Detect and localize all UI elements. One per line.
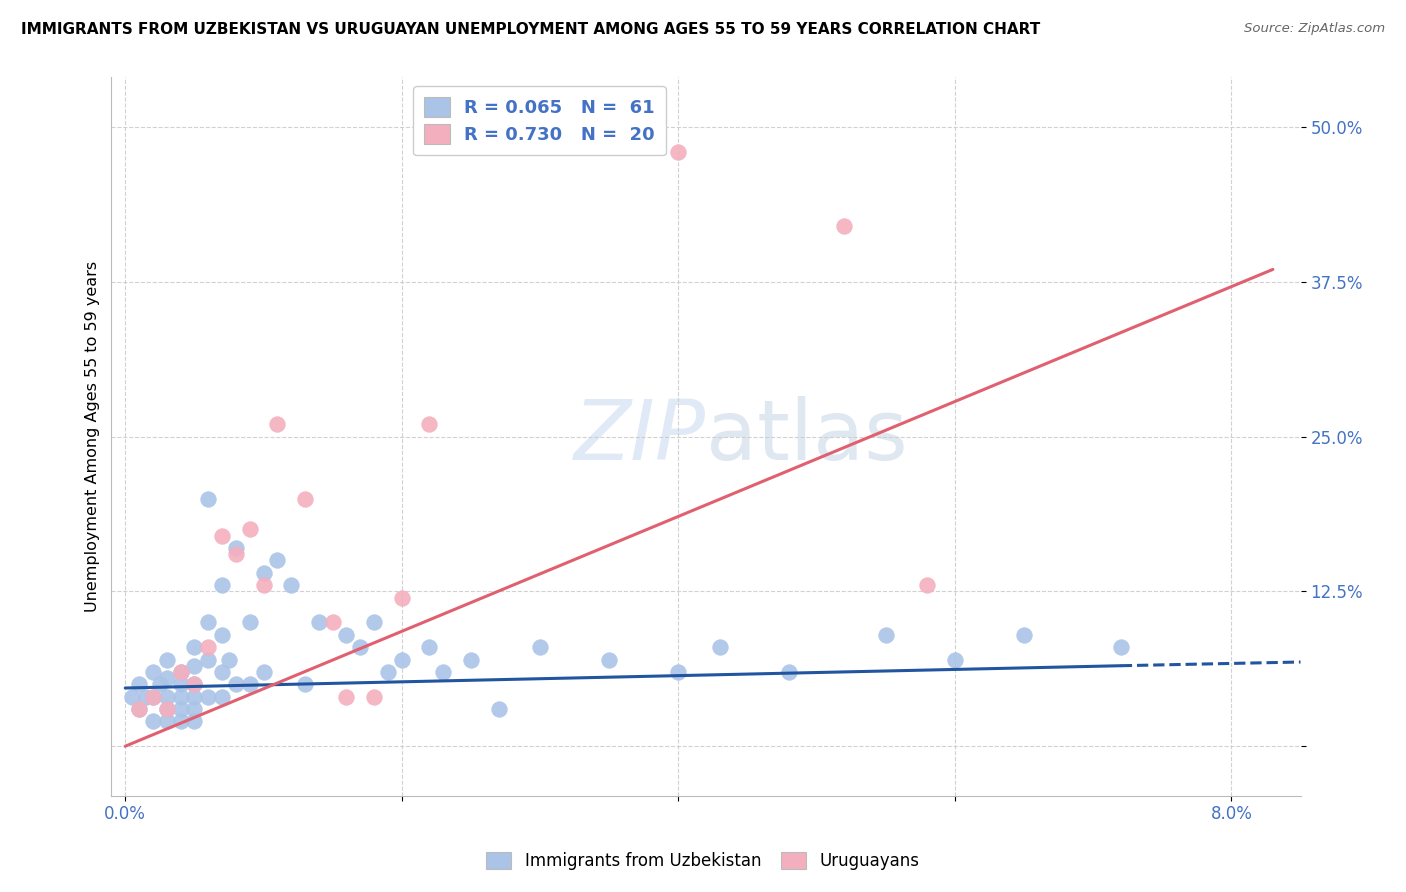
- Point: [252, 578, 274, 592]
- Point: [211, 628, 233, 642]
- Point: [156, 702, 179, 716]
- Point: [875, 628, 897, 642]
- Point: [169, 690, 191, 704]
- Point: [377, 665, 399, 679]
- Point: [135, 690, 157, 704]
- Point: [142, 690, 165, 704]
- Point: [211, 690, 233, 704]
- Point: [197, 491, 219, 506]
- Point: [349, 640, 371, 654]
- Point: [915, 578, 938, 592]
- Point: [529, 640, 551, 654]
- Point: [169, 677, 191, 691]
- Point: [432, 665, 454, 679]
- Point: [832, 219, 855, 233]
- Point: [128, 702, 150, 716]
- Point: [294, 491, 316, 506]
- Point: [197, 615, 219, 630]
- Point: [169, 702, 191, 716]
- Point: [391, 652, 413, 666]
- Y-axis label: Unemployment Among Ages 55 to 59 years: Unemployment Among Ages 55 to 59 years: [86, 261, 100, 612]
- Point: [418, 417, 440, 432]
- Point: [156, 671, 179, 685]
- Point: [169, 665, 191, 679]
- Point: [1012, 628, 1035, 642]
- Point: [156, 652, 179, 666]
- Point: [391, 591, 413, 605]
- Point: [252, 665, 274, 679]
- Legend: R = 0.065   N =  61, R = 0.730   N =  20: R = 0.065 N = 61, R = 0.730 N = 20: [413, 87, 665, 155]
- Point: [363, 615, 385, 630]
- Point: [418, 640, 440, 654]
- Point: [156, 690, 179, 704]
- Text: atlas: atlas: [706, 396, 908, 477]
- Point: [666, 665, 689, 679]
- Point: [335, 690, 357, 704]
- Point: [128, 677, 150, 691]
- Point: [239, 677, 262, 691]
- Point: [149, 677, 172, 691]
- Point: [266, 553, 288, 567]
- Point: [225, 677, 247, 691]
- Point: [142, 665, 165, 679]
- Point: [183, 714, 205, 729]
- Point: [169, 665, 191, 679]
- Point: [211, 578, 233, 592]
- Point: [197, 652, 219, 666]
- Text: Source: ZipAtlas.com: Source: ZipAtlas.com: [1244, 22, 1385, 36]
- Point: [225, 541, 247, 555]
- Point: [183, 640, 205, 654]
- Point: [183, 677, 205, 691]
- Point: [666, 145, 689, 159]
- Legend: Immigrants from Uzbekistan, Uruguayans: Immigrants from Uzbekistan, Uruguayans: [479, 845, 927, 877]
- Point: [183, 677, 205, 691]
- Point: [709, 640, 731, 654]
- Point: [239, 523, 262, 537]
- Point: [142, 690, 165, 704]
- Point: [239, 615, 262, 630]
- Text: IMMIGRANTS FROM UZBEKISTAN VS URUGUAYAN UNEMPLOYMENT AMONG AGES 55 TO 59 YEARS C: IMMIGRANTS FROM UZBEKISTAN VS URUGUAYAN …: [21, 22, 1040, 37]
- Point: [183, 658, 205, 673]
- Point: [294, 677, 316, 691]
- Point: [156, 702, 179, 716]
- Point: [308, 615, 330, 630]
- Point: [225, 547, 247, 561]
- Point: [322, 615, 344, 630]
- Point: [1109, 640, 1132, 654]
- Point: [266, 417, 288, 432]
- Point: [211, 529, 233, 543]
- Point: [211, 665, 233, 679]
- Point: [252, 566, 274, 580]
- Point: [197, 640, 219, 654]
- Point: [121, 690, 143, 704]
- Point: [488, 702, 510, 716]
- Point: [778, 665, 800, 679]
- Point: [197, 690, 219, 704]
- Point: [335, 628, 357, 642]
- Point: [363, 690, 385, 704]
- Point: [142, 714, 165, 729]
- Point: [156, 714, 179, 729]
- Point: [183, 690, 205, 704]
- Text: ZIP: ZIP: [574, 396, 706, 477]
- Point: [169, 714, 191, 729]
- Point: [943, 652, 966, 666]
- Point: [280, 578, 302, 592]
- Point: [460, 652, 482, 666]
- Point: [598, 652, 620, 666]
- Point: [183, 702, 205, 716]
- Point: [128, 702, 150, 716]
- Point: [218, 652, 240, 666]
